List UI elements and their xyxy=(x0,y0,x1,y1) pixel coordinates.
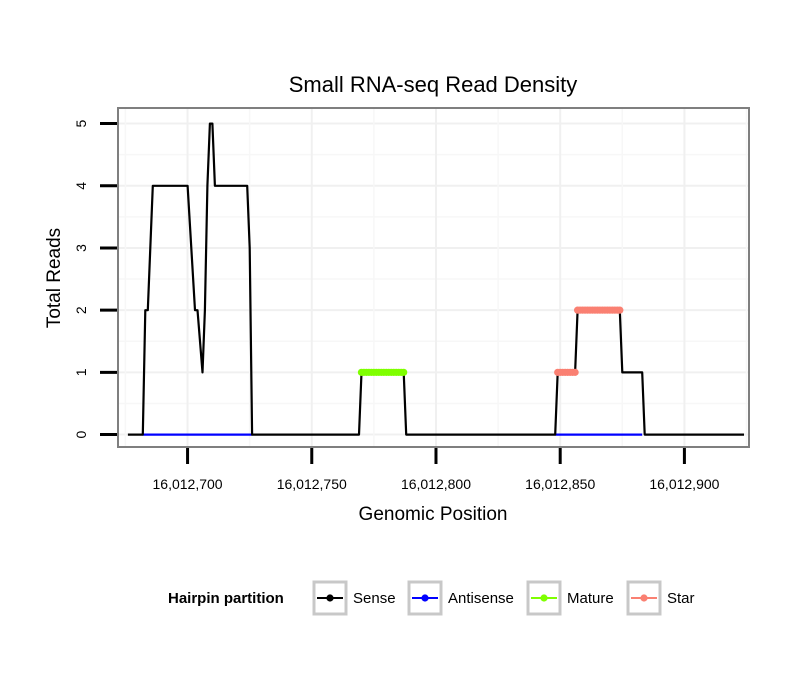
data-point-star xyxy=(571,368,579,376)
y-tick-label: 1 xyxy=(73,368,89,376)
legend-key-point xyxy=(540,594,548,602)
x-axis: 16,012,700 16,012,750 16,012,800 16,012,850… xyxy=(153,448,720,492)
legend-entry-antisense: Antisense xyxy=(407,580,514,616)
x-tick-label: 16,012,800 xyxy=(401,476,471,492)
x-axis-title: Genomic Position xyxy=(359,504,508,525)
y-tick-label: 0 xyxy=(73,430,89,438)
x-tick-label: 16,012,750 xyxy=(277,476,347,492)
legend: Hairpin partition Sense Antisense Mature St… xyxy=(168,580,695,616)
y-axis: 0 1 2 3 4 5 xyxy=(73,119,117,438)
x-tick-label: 16,012,900 xyxy=(649,476,719,492)
plot-border xyxy=(117,107,750,448)
data-point-mature xyxy=(400,368,408,376)
data-point-star xyxy=(616,306,624,314)
legend-title: Hairpin partition xyxy=(168,590,284,607)
x-tick-label: 16,012,700 xyxy=(153,476,223,492)
chart-title: Small RNA-seq Read Density xyxy=(289,72,578,97)
y-tick-label: 4 xyxy=(73,182,89,190)
y-tick-label: 3 xyxy=(73,244,89,252)
legend-label: Star xyxy=(667,590,695,607)
gridlines xyxy=(118,108,749,447)
x-tick-label: 16,012,850 xyxy=(525,476,595,492)
y-axis-title: Total Reads xyxy=(44,228,65,328)
series-points-star xyxy=(554,306,624,376)
legend-entry-star: Star xyxy=(626,580,695,616)
legend-entry-mature: Mature xyxy=(526,580,614,616)
legend-label: Mature xyxy=(567,590,614,607)
legend-key-point xyxy=(326,594,334,602)
legend-label: Antisense xyxy=(448,590,514,607)
y-tick-label: 5 xyxy=(73,119,89,127)
legend-entry-sense: Sense xyxy=(312,580,396,616)
plot-panel xyxy=(118,108,749,447)
data-series xyxy=(127,122,744,436)
legend-key-point xyxy=(421,594,429,602)
legend-key-point xyxy=(640,594,648,602)
y-tick-label: 2 xyxy=(73,306,89,314)
series-points-mature xyxy=(357,368,408,376)
legend-label: Sense xyxy=(353,590,396,607)
